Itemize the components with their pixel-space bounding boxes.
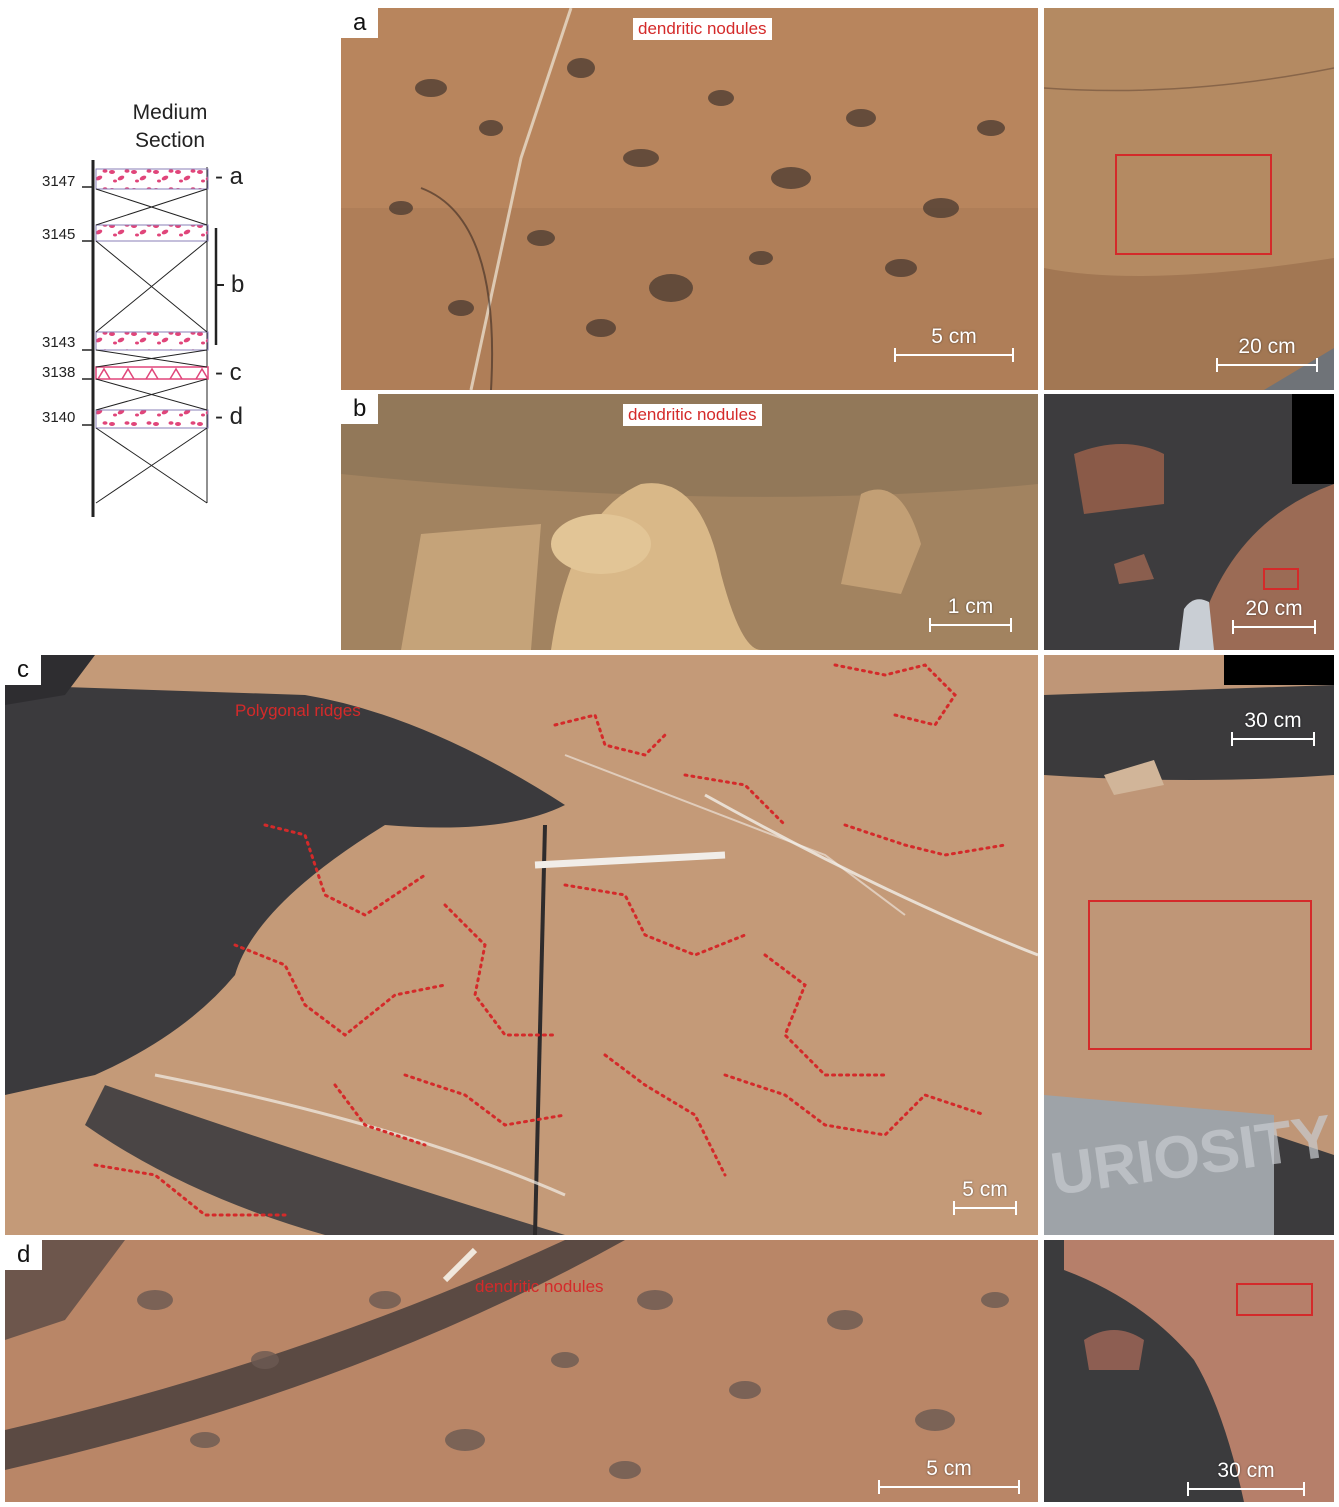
rock-photo: URIOSITY	[1044, 655, 1334, 1235]
location-box	[1263, 568, 1299, 590]
rock-photo	[5, 1240, 1038, 1502]
depth-label: 3145	[42, 226, 76, 243]
scale-label: 5 cm	[931, 325, 977, 348]
panel-c-context: URIOSITY 30 cm	[1044, 655, 1334, 1235]
panel-c-main: c Polygonal ridges 5 cm	[5, 655, 1038, 1235]
marker-d: - d	[215, 403, 244, 430]
marker-c: - c	[215, 359, 242, 386]
scale-bar: 5 cm	[953, 1179, 1017, 1215]
panel-d-main: d dendritic nodules 5 cm	[5, 1240, 1038, 1502]
scale-label: 30 cm	[1244, 709, 1302, 732]
panel-b-context: 20 cm	[1044, 394, 1334, 650]
panel-label: Polygonal ridges	[235, 701, 361, 720]
rock-photo	[5, 655, 1038, 1235]
depth-label: 3138	[42, 364, 76, 381]
panel-label: dendritic nodules	[633, 18, 772, 40]
panel-a-context: 20 cm	[1044, 8, 1334, 390]
marker-b: b	[231, 271, 245, 298]
scale-label: 20 cm	[1238, 335, 1296, 358]
depth-label: 3143	[42, 334, 76, 351]
scale-bar: 5 cm	[878, 1458, 1020, 1494]
column-title-line1: Medium	[132, 101, 208, 124]
scale-label: 20 cm	[1245, 597, 1303, 620]
panel-letter: d	[5, 1240, 43, 1270]
rock-photo	[1044, 394, 1334, 650]
panel-letter: c	[5, 655, 41, 685]
panel-b-main: b dendritic nodules 1 cm	[341, 394, 1038, 650]
column-diagram	[82, 160, 224, 517]
location-box	[1115, 154, 1272, 255]
panel-letter: a	[341, 8, 379, 38]
marker-a: - a	[215, 163, 244, 190]
panel-label: dendritic nodules	[475, 1277, 604, 1296]
scale-bar: 5 cm	[894, 326, 1014, 362]
scale-label: 5 cm	[962, 1178, 1008, 1201]
scale-bar: 30 cm	[1231, 710, 1315, 746]
stratigraphic-column: Medium Section	[20, 95, 310, 525]
rock-photo	[341, 394, 1038, 650]
scale-label: 1 cm	[947, 595, 994, 618]
depth-label: 3147	[42, 173, 76, 190]
scale-bar: 20 cm	[1232, 598, 1316, 634]
location-box	[1088, 900, 1312, 1050]
scale-label: 5 cm	[926, 1457, 972, 1480]
scale-bar: 20 cm	[1216, 336, 1318, 372]
panel-a-main: a dendritic nodules 5 cm	[341, 8, 1038, 390]
rock-photo	[341, 8, 1038, 390]
depth-label: 3140	[42, 409, 76, 426]
scale-label: 30 cm	[1217, 1459, 1275, 1482]
panel-label: dendritic nodules	[623, 404, 762, 426]
location-box	[1236, 1283, 1313, 1316]
scale-bar: 1 cm	[929, 596, 1012, 632]
column-title-line2: Section	[134, 129, 206, 152]
rock-photo	[1044, 8, 1334, 390]
panel-letter: b	[341, 394, 379, 424]
panel-d-context: 30 cm	[1044, 1240, 1334, 1502]
scale-bar: 30 cm	[1187, 1460, 1305, 1496]
